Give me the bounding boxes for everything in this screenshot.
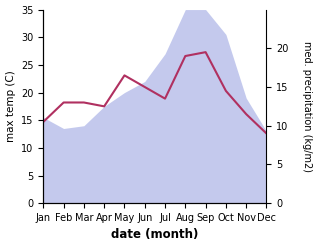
X-axis label: date (month): date (month)	[111, 228, 198, 242]
Y-axis label: max temp (C): max temp (C)	[5, 70, 16, 142]
Y-axis label: med. precipitation (kg/m2): med. precipitation (kg/m2)	[302, 41, 313, 172]
